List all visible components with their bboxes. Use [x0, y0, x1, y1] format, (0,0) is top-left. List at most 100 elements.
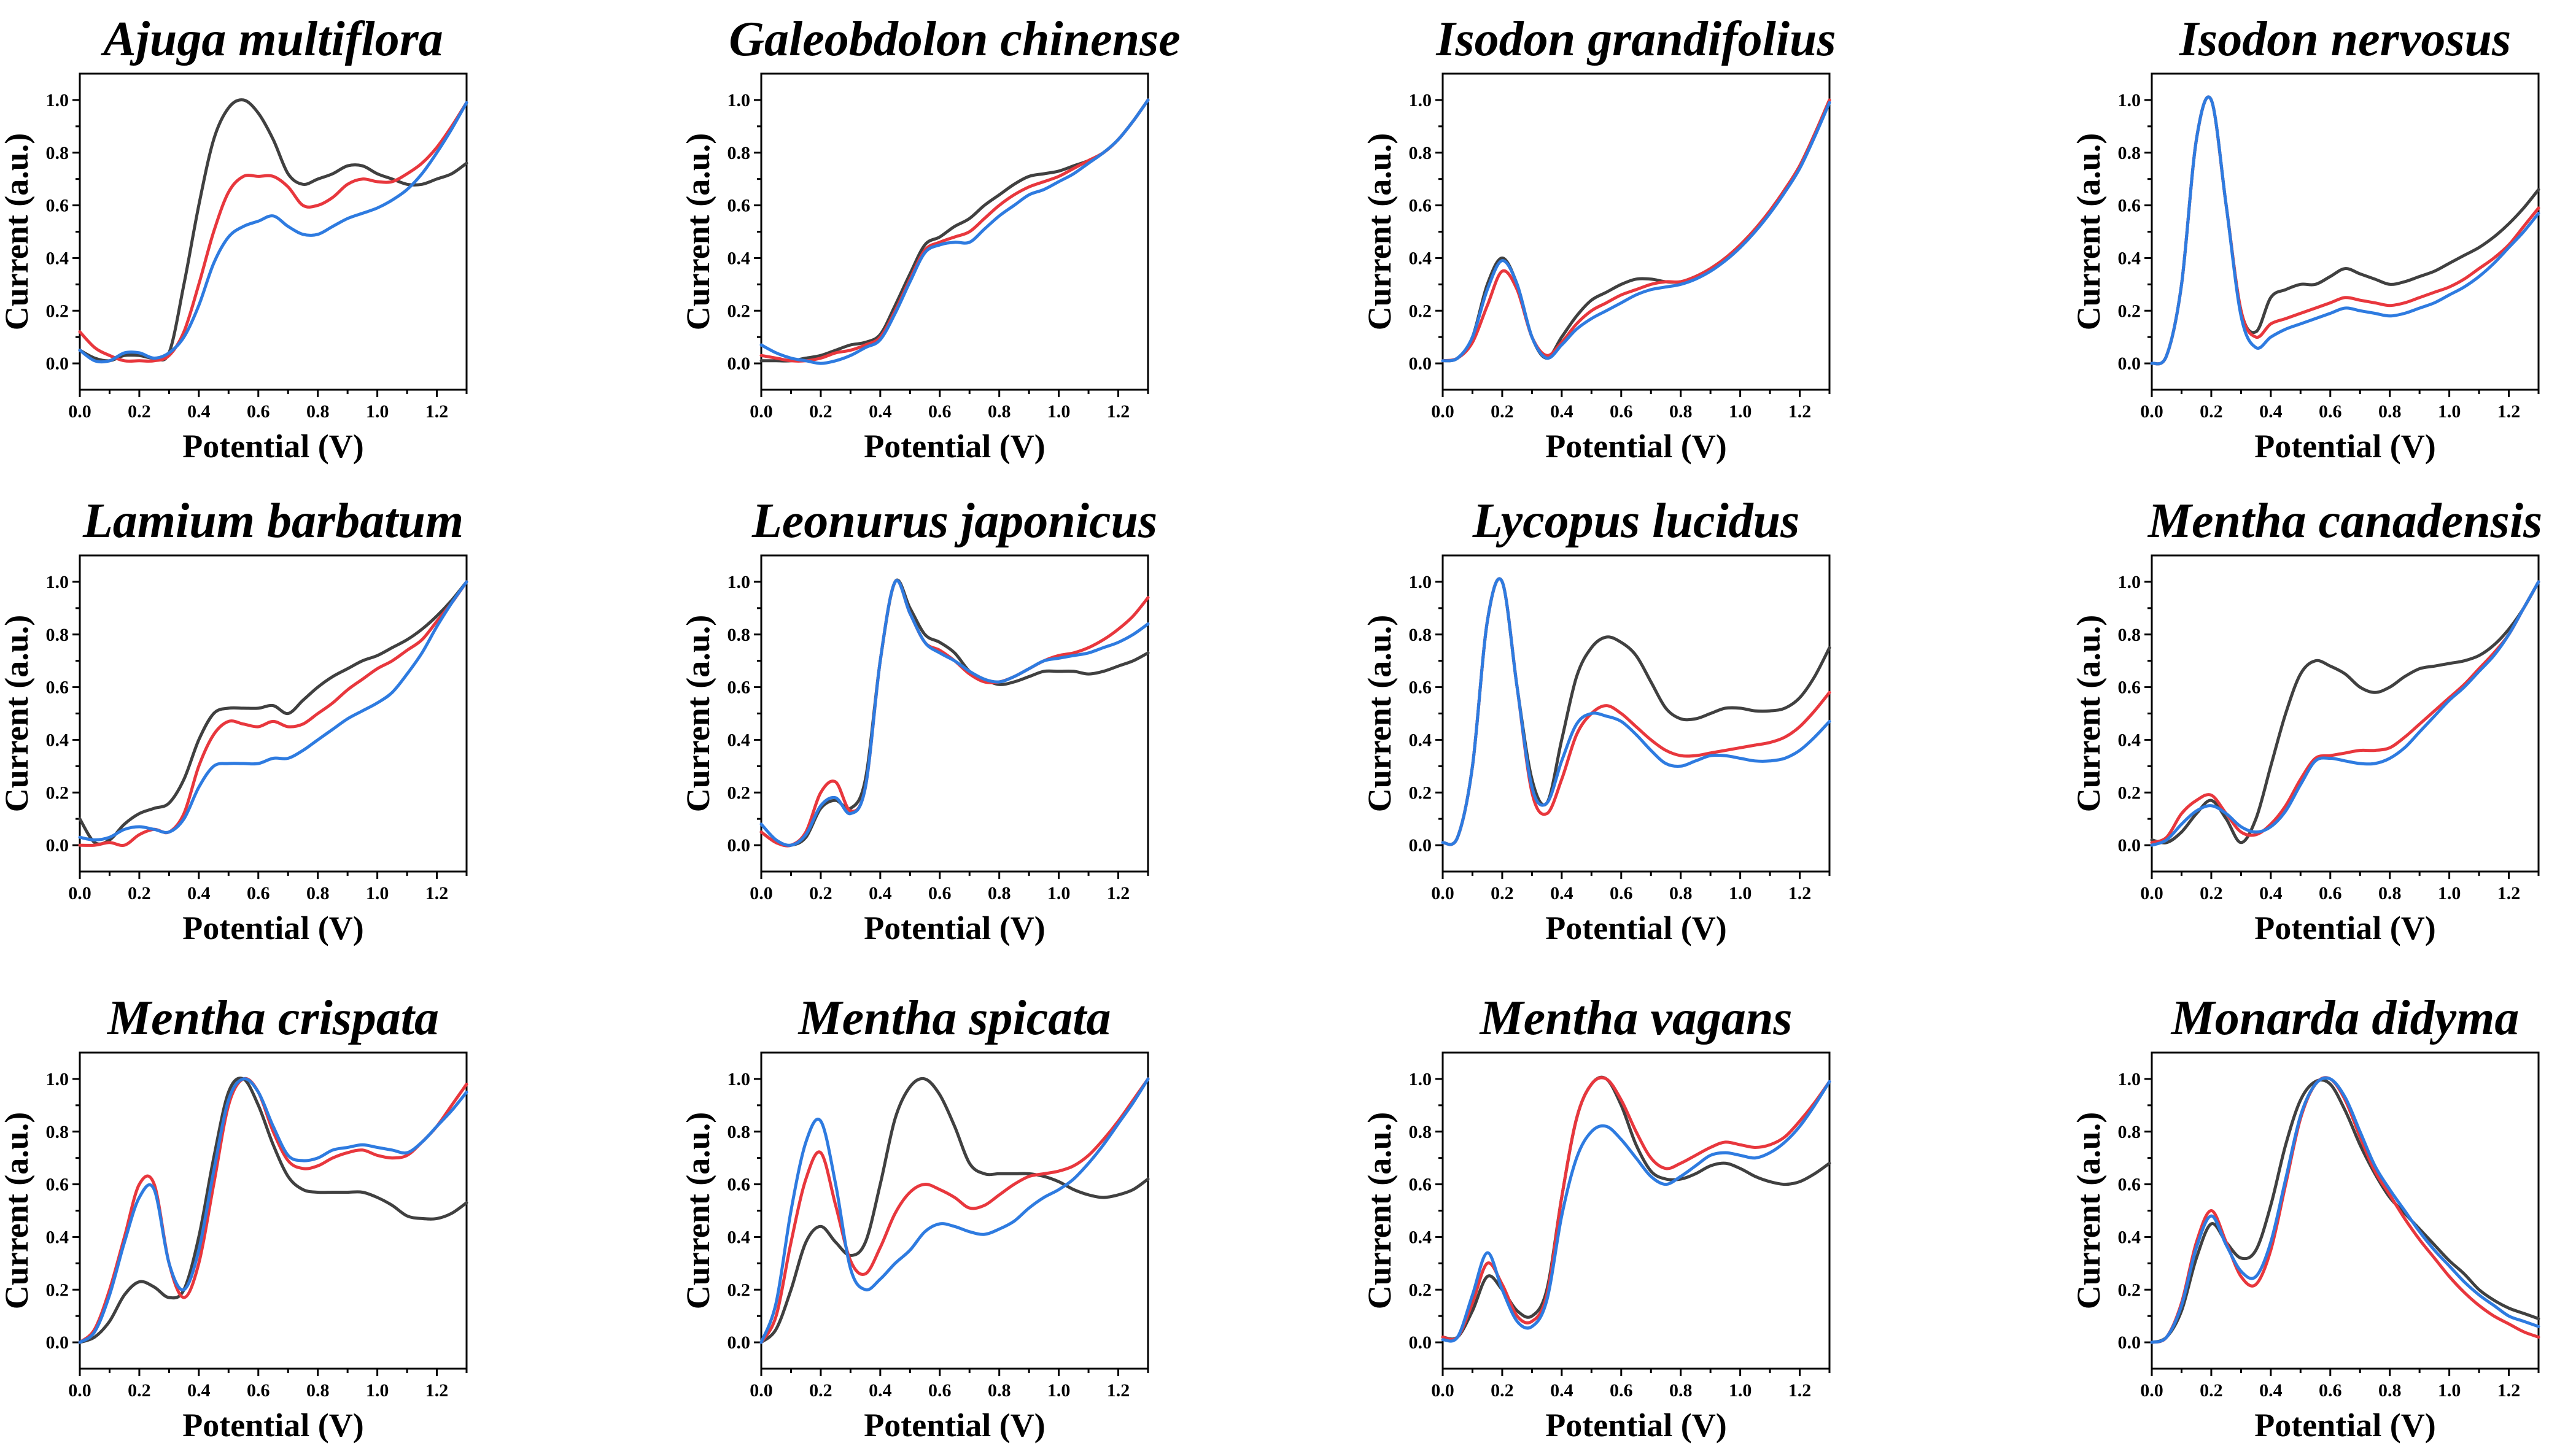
y-axis-label: Current (a.u.) [680, 1112, 716, 1309]
y-tick-label: 0.4 [1409, 1227, 1432, 1247]
series-line-2 [2150, 1076, 2540, 1344]
y-tick-label: 0.4 [2118, 730, 2141, 750]
x-tick-label: 1.2 [1107, 883, 1130, 903]
y-tick-label: 0.0 [727, 354, 751, 374]
y-tick-label: 0.2 [727, 1280, 751, 1300]
series-line-1 [2150, 580, 2540, 845]
x-axis-label: Potential (V) [2254, 1407, 2435, 1444]
series-line-2 [78, 1077, 468, 1344]
series-line-2 [78, 101, 468, 363]
y-tick-label: 0.2 [46, 301, 69, 321]
x-tick-label: 1.0 [1729, 883, 1752, 903]
chart-panel: Mentha vagans 0.0 0.2 0.4 0.6 0.8 1.0 1.2 0.0 0.2… [1361, 991, 1831, 1444]
series-line-3 [1441, 577, 1831, 846]
x-tick-label: 0.8 [2378, 1380, 2402, 1401]
x-tick-label: 1.2 [425, 1380, 449, 1401]
x-tick-label: 0.0 [750, 1380, 773, 1401]
chart-title: Mentha vagans [1479, 991, 1793, 1045]
y-tick-label: 0.2 [46, 1280, 69, 1300]
x-tick-label: 0.0 [68, 401, 91, 422]
y-tick-label: 0.8 [2118, 1122, 2141, 1142]
y-axis-label: Current (a.u.) [2070, 1112, 2107, 1309]
series-line-1 [78, 1077, 468, 1344]
y-tick-label: 0.6 [727, 1175, 751, 1195]
series-line-2 [2150, 580, 2540, 845]
x-tick-label: 0.0 [2140, 883, 2163, 903]
plot-frame [1441, 554, 1831, 873]
x-tick-label: 1.2 [1788, 1380, 1812, 1401]
y-axis-label: Current (a.u.) [1361, 133, 1398, 330]
y-tick-label: 0.2 [1409, 301, 1432, 321]
chart-panel: Leonurus japonicus 0.0 0.2 0.4 0.6 0.8 1.0 1.2 0… [680, 494, 1157, 946]
x-tick-label: 0.8 [2378, 401, 2402, 422]
x-tick-label: 1.0 [1729, 1380, 1752, 1401]
y-tick-label: 0.2 [2118, 1280, 2141, 1300]
chart-title: Mentha canadensis [2147, 494, 2542, 548]
x-tick-label: 1.0 [1047, 1380, 1071, 1401]
x-tick-label: 0.8 [306, 401, 330, 422]
x-tick-label: 0.8 [306, 883, 330, 903]
x-tick-label: 0.4 [2259, 401, 2283, 422]
series-line-2 [1441, 1076, 1831, 1342]
x-tick-label: 1.0 [1729, 401, 1752, 422]
series-line-2 [759, 579, 1150, 848]
plot-frame [2151, 554, 2540, 873]
x-tick-label: 0.4 [869, 1380, 892, 1401]
x-axis-label: Potential (V) [1545, 428, 1726, 465]
x-tick-label: 1.0 [2438, 401, 2461, 422]
x-tick-label: 1.0 [1047, 883, 1071, 903]
series-line-2 [759, 98, 1150, 363]
y-tick-label: 0.6 [1409, 196, 1432, 216]
x-tick-label: 1.0 [2438, 1380, 2461, 1401]
chart-title: Lycopus lucidus [1472, 494, 1800, 548]
series-line-1 [759, 98, 1150, 363]
series-line-3 [1441, 1080, 1831, 1343]
x-tick-label: 0.2 [1491, 883, 1514, 903]
series-line-1 [1441, 1075, 1831, 1341]
x-tick-label: 0.6 [2319, 1380, 2342, 1401]
y-tick-label: 0.8 [46, 143, 69, 163]
series-line-1 [2150, 95, 2540, 366]
y-tick-label: 0.8 [1409, 625, 1432, 645]
x-tick-label: 0.6 [247, 401, 270, 422]
x-tick-label: 0.2 [128, 401, 151, 422]
x-tick-label: 0.2 [809, 1380, 832, 1401]
chart-panel: Mentha crispata 0.0 0.2 0.4 0.6 0.8 1.0 1.2 0.0 0… [0, 991, 468, 1444]
y-tick-label: 0.0 [1409, 835, 1432, 856]
x-axis-label: Potential (V) [182, 428, 363, 465]
y-axis-label: Current (a.u.) [2070, 615, 2107, 812]
x-tick-label: 1.0 [366, 1380, 389, 1401]
series-line-1 [1441, 98, 1831, 363]
plot-frame [2151, 72, 2540, 391]
y-tick-label: 0.4 [2118, 1227, 2141, 1247]
series-line-1 [1441, 577, 1831, 846]
chart-panel: Isodon grandifolius 0.0 0.2 0.4 0.6 0.8 1.0 1.2… [1361, 12, 1836, 465]
x-axis-label: Potential (V) [1545, 1407, 1726, 1444]
series-line-3 [759, 579, 1150, 847]
y-tick-label: 0.6 [46, 678, 69, 698]
y-tick-label: 1.0 [46, 1069, 69, 1089]
y-tick-label: 0.8 [2118, 143, 2141, 163]
x-tick-label: 0.4 [869, 883, 892, 903]
y-tick-label: 0.8 [1409, 143, 1432, 163]
x-tick-label: 0.0 [2140, 401, 2163, 422]
x-tick-label: 0.4 [187, 883, 211, 903]
x-tick-label: 0.4 [187, 401, 211, 422]
chart-title: Monarda didyma [2170, 991, 2520, 1045]
y-tick-label: 0.0 [2118, 1332, 2141, 1353]
x-tick-label: 0.4 [2259, 1380, 2283, 1401]
x-tick-label: 0.2 [128, 1380, 151, 1401]
x-tick-label: 0.6 [1610, 401, 1633, 422]
chart-panel: Monarda didyma 0.0 0.2 0.4 0.6 0.8 1.0 1.2 0.0 0.… [2070, 991, 2540, 1444]
chart-panel: Galeobdolon chinense 0.0 0.2 0.4 0.6 0.8 1.0 1.… [680, 12, 1181, 465]
x-tick-label: 0.8 [1669, 1380, 1693, 1401]
x-tick-label: 0.0 [1431, 883, 1454, 903]
y-tick-label: 0.8 [2118, 625, 2141, 645]
plot-frame [79, 1051, 468, 1370]
y-axis-label: Current (a.u.) [680, 615, 716, 812]
x-axis-label: Potential (V) [2254, 910, 2435, 946]
plot-frame [1441, 72, 1831, 391]
x-axis-label: Potential (V) [864, 1407, 1045, 1444]
series-line-2 [2150, 95, 2540, 366]
